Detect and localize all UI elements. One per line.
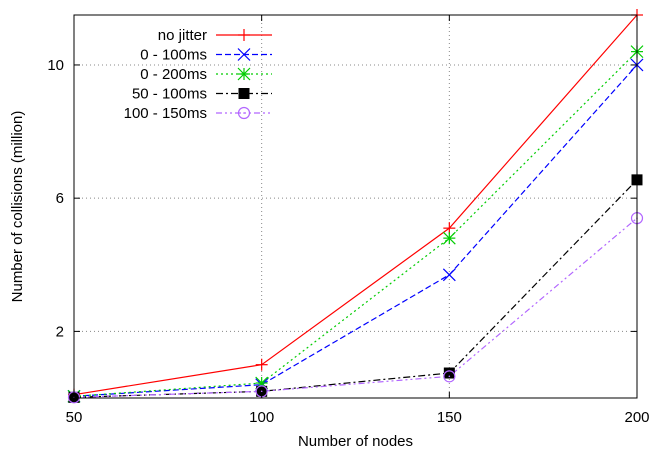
data-point-marker (443, 367, 455, 379)
x-axis-title: Number of nodes (298, 433, 413, 450)
data-point-marker (442, 268, 456, 282)
y-tick-label: 6 (56, 190, 64, 207)
series-lines (73, 14, 638, 398)
x-tick-label: 150 (437, 409, 462, 426)
data-point-marker (255, 358, 268, 371)
series-line (73, 217, 638, 398)
data-point-marker (443, 370, 456, 383)
axis-ticks: 50 100 150 200 2 6 10 (47, 15, 650, 426)
legend: no jitter 0 - 100ms 0 - 200ms 50 - 100ms 100… (124, 27, 272, 122)
legend-marker (238, 88, 250, 99)
legend-marker (237, 67, 251, 81)
legend-label: 0 - 200ms (140, 66, 207, 83)
x-tick-label: 100 (249, 409, 274, 426)
x-tick-label: 200 (624, 409, 649, 426)
legend-label: no jitter (158, 27, 207, 44)
legend-label: 0 - 100ms (140, 47, 207, 64)
series-line (73, 64, 638, 397)
legend-marker (237, 106, 251, 120)
x-tick-label: 50 (66, 409, 83, 426)
series-line (73, 14, 638, 396)
plot-frame (73, 14, 638, 399)
legend-label: 100 - 150ms (124, 105, 207, 122)
y-tick-label: 2 (56, 323, 64, 340)
legend-label: 50 - 100ms (132, 86, 207, 103)
legend-marker (237, 48, 251, 61)
series-line (73, 179, 638, 398)
series-line (73, 51, 638, 397)
y-tick-label: 10 (47, 57, 64, 74)
y-axis-title: Number of collisions (million) (9, 111, 26, 303)
legend-marker (238, 29, 250, 41)
data-point-marker (442, 231, 456, 245)
